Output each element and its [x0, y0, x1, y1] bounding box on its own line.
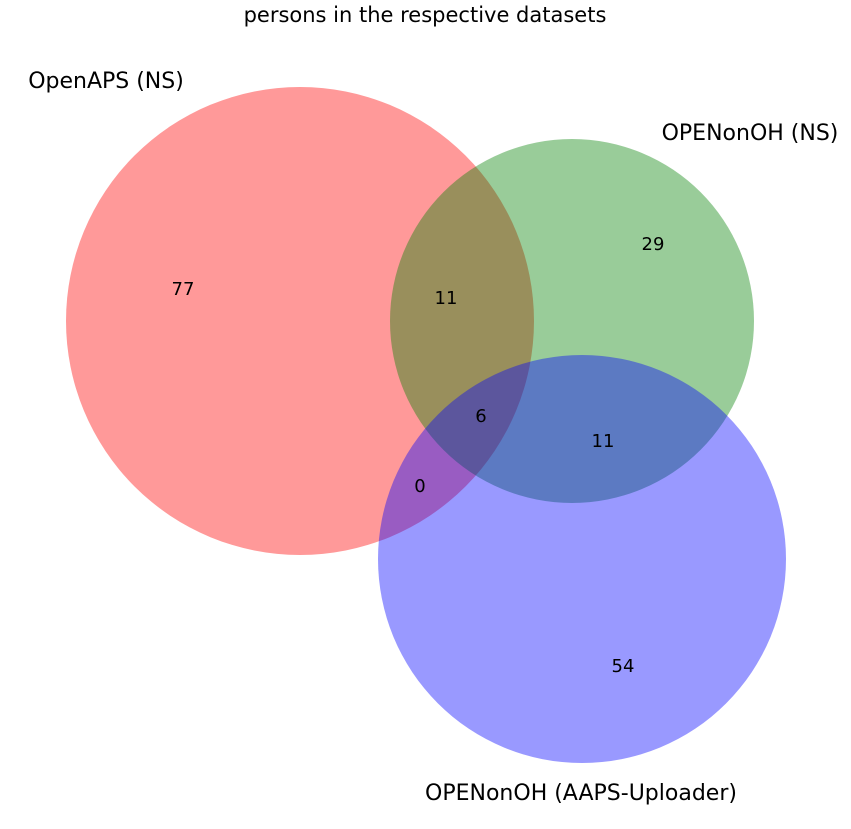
set-label-openonoh-ns: OPENonOH (NS)	[662, 121, 839, 146]
region-value-all-three: 6	[475, 406, 486, 427]
region-value-openonoh-ns-aaps-uploader: 11	[592, 431, 615, 452]
circle-openonoh-aaps-uploader	[378, 355, 786, 763]
region-value-openaps-only: 77	[172, 279, 195, 300]
circle-openaps-ns	[66, 87, 534, 555]
region-value-aaps-uploader-only: 54	[612, 656, 635, 677]
region-value-openaps-openonoh-ns: 11	[435, 288, 458, 309]
region-value-openonoh-ns-only: 29	[642, 234, 665, 255]
chart-title: persons in the respective datasets	[244, 3, 607, 27]
set-label-openonoh-aaps-uploader: OPENonOH (AAPS-Uploader)	[425, 781, 737, 806]
circle-openonoh-ns	[390, 139, 754, 503]
circles-layer	[66, 87, 786, 763]
region-value-openaps-aaps-uploader: 0	[414, 476, 425, 497]
set-label-openaps-ns: OpenAPS (NS)	[28, 69, 184, 94]
